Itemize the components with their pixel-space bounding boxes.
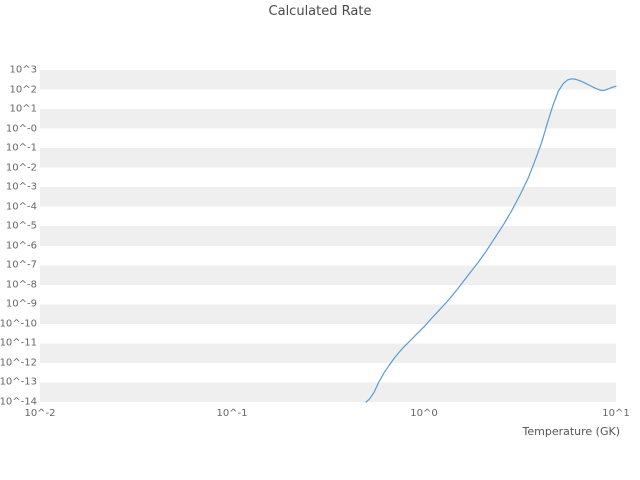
y-tick-label: 10^-7 — [5, 259, 37, 271]
y-tick-label: 10^-4 — [5, 201, 37, 213]
y-tick-label: 10^-13 — [0, 376, 37, 388]
y-tick-label: 10^-5 — [5, 220, 37, 232]
y-tick-label: 10^2 — [9, 84, 37, 96]
rate-line — [365, 78, 617, 403]
x-tick-label: 10^0 — [410, 408, 438, 419]
x-tick-label: 10^-2 — [24, 408, 56, 419]
y-tick-label: 10^-0 — [5, 123, 37, 135]
y-tick-label: 10^1 — [9, 103, 37, 115]
plot-area — [40, 70, 617, 403]
y-tick-label: 10^-1 — [5, 142, 37, 154]
rate-line-chart — [365, 78, 617, 403]
x-tick-label: 10^1 — [602, 408, 630, 419]
y-tick-label: 10^-2 — [5, 162, 37, 174]
chart-title: Calculated Rate — [268, 4, 372, 19]
y-tick-label: 10^-3 — [5, 181, 37, 193]
x-axis-title: Temperature (GK) — [522, 425, 621, 438]
y-tick-label: 10^-9 — [5, 298, 37, 310]
y-tick-label: 10^-14 — [0, 396, 37, 408]
y-tick-label: 10^-12 — [0, 357, 37, 369]
y-tick-label: 10^-11 — [0, 337, 37, 349]
y-tick-label: 10^3 — [9, 64, 37, 76]
x-tick-label: 10^-1 — [216, 408, 248, 419]
y-tick-label: 10^-6 — [5, 240, 37, 252]
y-tick-label: 10^-8 — [5, 279, 37, 291]
y-tick-label: 10^-10 — [0, 318, 37, 330]
